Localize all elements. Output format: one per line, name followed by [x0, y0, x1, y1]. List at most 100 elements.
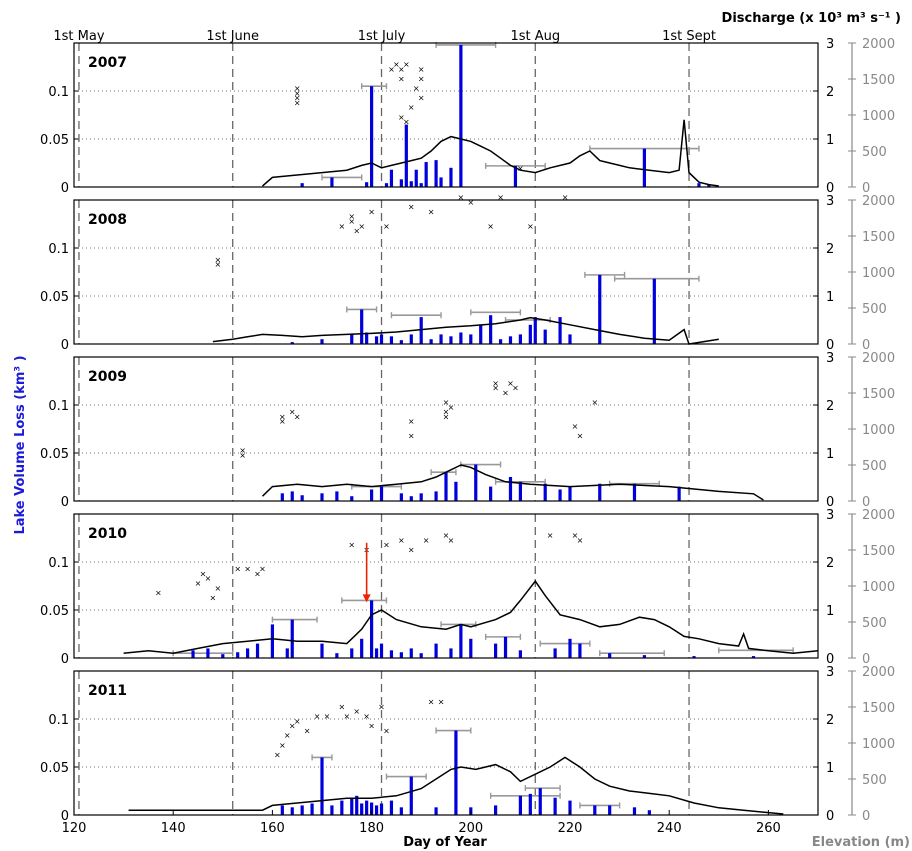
volume-bar [429, 339, 433, 344]
elevation-cross: × [443, 408, 450, 417]
discharge-line [128, 756, 784, 815]
elevation-cross: × [214, 255, 221, 264]
volume-bar [409, 776, 413, 815]
elevation-cross: × [155, 589, 162, 598]
volume-bar [365, 800, 369, 815]
panel-frame [73, 199, 819, 345]
y-tick-label: 0.05 [40, 604, 69, 619]
volume-bar [370, 600, 374, 658]
elevation-cross: × [562, 193, 569, 202]
volume-bar [409, 496, 413, 501]
volume-bar [558, 317, 562, 344]
volume-bar [543, 329, 547, 344]
elevation-cross: × [467, 198, 474, 207]
discharge-tick-label: 1 [826, 290, 834, 305]
elevation-cross: × [353, 707, 360, 716]
elevation-cross: × [487, 222, 494, 231]
month-label: 1st Aug [510, 29, 560, 44]
volume-bar [290, 619, 294, 658]
volume-bar [310, 803, 314, 815]
volume-bar [459, 44, 463, 187]
discharge-tick-label: 0 [826, 495, 834, 510]
elevation-tick-label: 2000 [862, 37, 895, 52]
x-tick-label: 260 [756, 821, 781, 836]
panel-frame [73, 356, 819, 502]
volume-bar [384, 183, 389, 187]
volume-bar [543, 483, 547, 501]
volume-bar [419, 493, 423, 501]
elevation-cross: × [398, 74, 405, 83]
elevation-cross: × [393, 60, 400, 69]
discharge-tick-label: 0 [826, 809, 834, 824]
volume-bar [360, 638, 364, 658]
elevation-cross: × [497, 193, 504, 202]
volume-bar [474, 464, 478, 501]
volume-bar [399, 179, 403, 187]
month-label: 1st July [358, 29, 406, 44]
x-tick-label: 180 [359, 821, 384, 836]
volume-bar [494, 805, 498, 815]
discharge-axis-title: Discharge (x 10³ m³ s⁻¹ ) [722, 11, 901, 26]
elevation-tick-label: 1000 [862, 266, 895, 281]
y-tick-label: 0 [61, 181, 69, 196]
discharge-tick-label: 1 [826, 604, 834, 619]
elevation-tick-label: 1000 [862, 580, 895, 595]
elevation-cross: × [502, 388, 509, 397]
volume-bar [528, 324, 532, 344]
volume-bar [340, 800, 344, 815]
volume-bar [449, 648, 453, 658]
month-labels: 1st May 1st June 1st July 1st Aug 1st Sept [53, 29, 716, 44]
elevation-cross: × [408, 417, 415, 426]
elevation-cross: × [234, 565, 241, 574]
discharge-tick-label: 1 [826, 447, 834, 462]
elevation-cross: × [259, 565, 266, 574]
volume-bar [414, 169, 418, 187]
elevation-cross: × [408, 545, 415, 554]
volume-bar [578, 643, 582, 658]
elevation-cross: × [398, 536, 405, 545]
red-arrow [362, 542, 371, 603]
discharge-tick-label: 3 [826, 508, 834, 523]
elevation-cross: × [413, 84, 420, 93]
volume-bar [280, 805, 284, 815]
volume-bar [365, 182, 369, 187]
volume-bar [568, 800, 572, 815]
volume-bar [444, 472, 448, 501]
volume-bar [469, 334, 473, 344]
x-tick-label: 160 [260, 821, 285, 836]
elevation-cross: × [418, 74, 425, 83]
volume-bar [454, 481, 458, 501]
volume-bar [389, 800, 394, 815]
elevation-cross: × [324, 712, 331, 721]
volume-bar [498, 339, 503, 344]
elevation-cross: × [279, 412, 286, 421]
panel-frame [73, 670, 819, 816]
y-tick-label: 0 [61, 338, 69, 353]
elevation-cross: × [572, 422, 579, 431]
volume-bar [290, 342, 294, 344]
elevation-cross: × [294, 84, 301, 93]
elevation-cross: × [577, 536, 584, 545]
volume-bar [439, 334, 443, 344]
volume-bar [409, 648, 413, 658]
panel-2011: 00.050.1××××××× ××××××××× ×201101230500100… [40, 665, 895, 824]
volume-bar [568, 486, 572, 501]
elevation-cross: × [214, 260, 221, 269]
volume-bar [370, 86, 374, 187]
discharge-tick-label: 0 [826, 338, 834, 353]
volume-bar [330, 805, 334, 815]
volume-bar [518, 795, 522, 815]
panel-frame [73, 42, 819, 188]
elevation-cross: × [438, 698, 445, 707]
volume-bar [320, 493, 324, 501]
elevation-tick-label: 1500 [862, 544, 895, 559]
volume-bar [285, 648, 289, 658]
volume-bar [608, 805, 612, 815]
elevation-cross: × [398, 113, 405, 122]
elevation-cross: × [348, 217, 355, 226]
x-tick-label: 200 [458, 821, 483, 836]
elevation-cross: × [527, 222, 534, 231]
elevation-cross: × [304, 726, 311, 735]
volume-bar [449, 336, 453, 344]
volume-bar [632, 483, 637, 501]
